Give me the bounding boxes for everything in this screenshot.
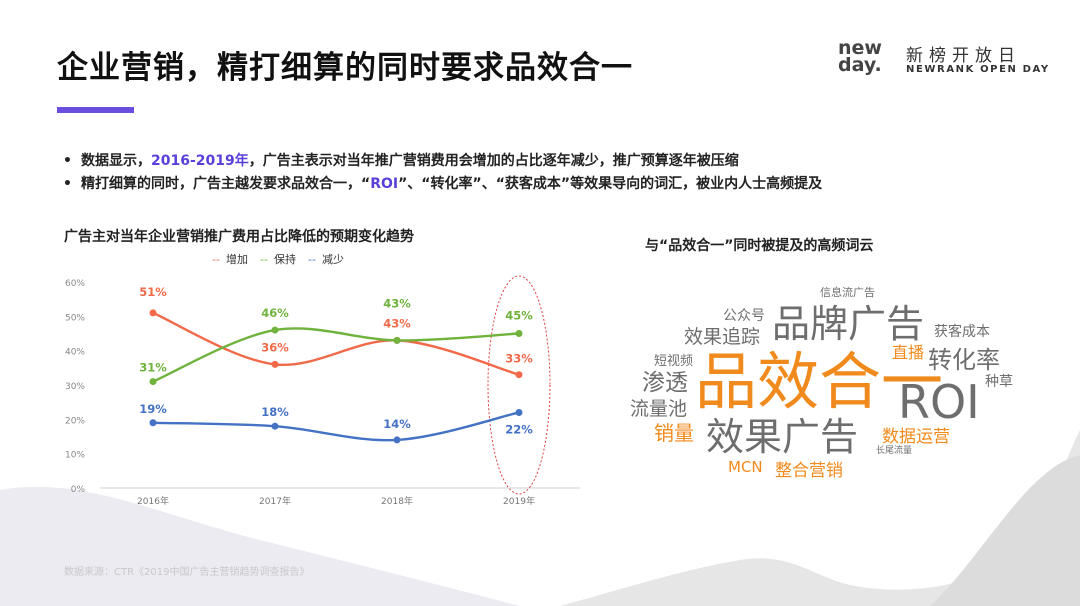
- data-label: 51%: [139, 285, 167, 299]
- data-label: 22%: [505, 422, 533, 436]
- logo-mark-line1: new: [838, 37, 882, 59]
- legend-label-1: 保持: [274, 252, 296, 266]
- bullet-text: 精打细算的同时，广告主越发要求品效合一，“: [81, 176, 371, 192]
- data-point: [515, 371, 523, 379]
- cloud-word: 信息流广告: [820, 285, 875, 299]
- cloud-word: 品牌广告: [772, 302, 924, 346]
- newrank-logo: new day. 新榜开放日 NEWRANK OPEN DAY: [838, 37, 1058, 80]
- data-label: 18%: [261, 405, 289, 419]
- data-label: 14%: [383, 417, 411, 431]
- cloud-word: 转化率: [928, 346, 1000, 374]
- chart-title: 广告主对当年企业营销推广费用占比降低的预期变化趋势: [64, 229, 414, 245]
- cloud-word: 渗透: [642, 370, 688, 396]
- legend-marker: --: [212, 253, 220, 266]
- data-label: 31%: [139, 361, 167, 375]
- cloud-word: 流量池: [630, 398, 687, 420]
- bullet-text: ，广告主表示对当年推广营销费用会增加的占比逐年减少，推广预算逐年被压缩: [248, 153, 739, 169]
- data-point: [393, 336, 401, 344]
- cloud-word: 效果广告: [706, 415, 858, 459]
- x-tick-label: 2017年: [259, 495, 291, 507]
- bullet-dot: •: [63, 176, 72, 192]
- data-label: 33%: [505, 352, 533, 366]
- x-tick-label: 2019年: [503, 495, 535, 507]
- data-point: [149, 378, 157, 386]
- cloud-word: 效果追踪: [684, 326, 760, 348]
- page-title: 企业营销，精打细算的同时要求品效合一: [57, 50, 633, 86]
- cloud-word: 短视频: [654, 354, 693, 369]
- cloud-word: 整合营销: [775, 461, 843, 481]
- legend-marker: --: [308, 253, 316, 266]
- data-point: [271, 326, 279, 334]
- logo-mark-line2: day.: [838, 54, 882, 76]
- bullet-text: 数据显示，: [81, 153, 151, 169]
- cloud-word: 种草: [985, 374, 1013, 390]
- line-chart: -- 增加 -- 保持 -- 减少 0% 10% 20% 30% 40% 50% 60% 2016年 201…: [65, 252, 580, 507]
- logo-chinese-name: 新榜开放日: [906, 46, 1021, 66]
- bullet-text: ”、“转化率”、“获客成本”等效果导向的词汇，被业内人士高频提及: [398, 176, 823, 192]
- bullet-list: • 数据显示，2016-2019年，广告主表示对当年推广营销费用会增加的占比逐年减…: [63, 150, 822, 196]
- data-point: [271, 422, 279, 430]
- series-line-减少: [152, 411, 520, 442]
- legend-label-2: 减少: [322, 253, 344, 266]
- title-accent-bar: [57, 107, 134, 113]
- cloud-word: 销量: [654, 421, 694, 445]
- y-tick-label: 0%: [71, 485, 86, 495]
- bullet-item: • 数据显示，2016-2019年，广告主表示对当年推广营销费用会增加的占比逐年减…: [63, 150, 822, 173]
- cloud-word: 公众号: [723, 308, 765, 324]
- y-tick-label: 40%: [65, 348, 85, 358]
- data-source-note: 数据来源：CTR《2019中国广告主营销趋势调查报告》: [64, 567, 310, 578]
- cloud-word: 数据运营: [882, 427, 950, 447]
- logo-english-name: NEWRANK OPEN DAY: [906, 64, 1050, 75]
- y-tick-label: 30%: [65, 382, 85, 392]
- data-label: 46%: [261, 306, 289, 320]
- y-tick-label: 10%: [65, 451, 85, 461]
- y-tick-label: 20%: [65, 416, 85, 426]
- highlight-circle: [487, 275, 551, 495]
- data-label: 19%: [139, 402, 167, 416]
- cloud-word: MCN: [728, 458, 763, 476]
- logo-mark: new day.: [838, 37, 882, 76]
- legend-marker: --: [260, 253, 268, 266]
- data-point: [515, 408, 523, 416]
- series-line-增加: [152, 311, 520, 376]
- cloud-word: 获客成本: [934, 323, 990, 340]
- series-line-保持: [152, 327, 520, 383]
- data-point: [149, 419, 157, 427]
- cloud-word: ROI: [898, 375, 980, 429]
- y-tick-label: 50%: [65, 313, 85, 323]
- x-tick-label: 2016年: [137, 495, 169, 507]
- bullet-highlight: 2016-2019年: [151, 153, 249, 169]
- data-label: 36%: [261, 340, 289, 354]
- legend-label-0: 增加: [226, 252, 248, 266]
- data-point: [149, 309, 157, 317]
- x-tick-label: 2018年: [381, 495, 413, 507]
- cloud-word: 长尾流量: [876, 444, 912, 456]
- bullet-dot: •: [63, 153, 72, 169]
- data-label: 43%: [383, 316, 411, 330]
- cloud-word: 直播: [892, 343, 924, 362]
- data-point: [271, 360, 279, 368]
- data-point: [393, 436, 401, 444]
- word-cloud-title: 与“品效合一”同时被提及的高频词云: [645, 238, 874, 254]
- data-point: [515, 330, 523, 337]
- data-label: 43%: [383, 296, 411, 310]
- cloud-word: 品效合一: [695, 345, 943, 418]
- bullet-item: • 精打细算的同时，广告主越发要求品效合一，“ROI”、“转化率”、“获客成本”等…: [63, 173, 822, 196]
- bullet-highlight: ROI: [370, 176, 399, 192]
- data-label: 45%: [505, 309, 533, 323]
- y-tick-label: 60%: [65, 279, 85, 289]
